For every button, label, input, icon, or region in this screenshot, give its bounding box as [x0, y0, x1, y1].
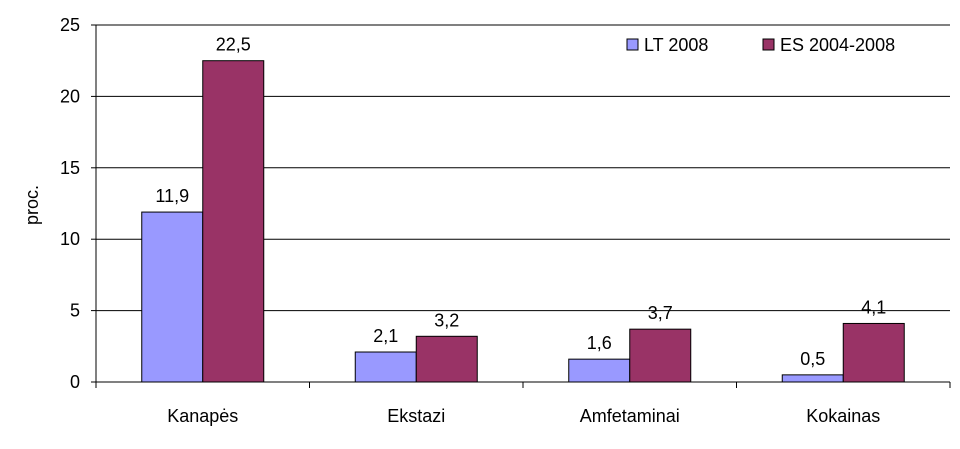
y-tick-label: 25 [60, 15, 80, 35]
bar-es-2004-2008 [629, 328, 692, 383]
data-label: 1,6 [587, 333, 612, 353]
y-axis-title: proc. [22, 185, 42, 225]
data-label: 2,1 [373, 326, 398, 346]
y-tick-label: 0 [70, 372, 80, 392]
axes [91, 24, 951, 388]
legend-label: LT 2008 [644, 35, 708, 55]
data-label: 3,2 [434, 310, 459, 330]
bar-lt-2008 [568, 358, 631, 383]
y-tick-labels: 0 5 10 15 20 25 [60, 15, 80, 392]
data-labels: 11,9 22,5 2,1 3,2 1,6 3,7 0,5 4,1 [155, 35, 886, 369]
bar-lt-2008 [781, 374, 844, 383]
category-labels: Kanapės Ekstazi Amfetaminai Kokainas [167, 406, 880, 426]
legend-swatch [762, 38, 775, 51]
y-tick-label: 15 [60, 158, 80, 178]
bar-es-2004-2008 [842, 322, 905, 383]
legend-swatch [626, 38, 639, 51]
category-label: Amfetaminai [580, 406, 680, 426]
data-label: 4,1 [861, 297, 886, 317]
y-tick-label: 5 [70, 301, 80, 321]
bars [141, 60, 905, 383]
category-label: Kokainas [806, 406, 880, 426]
legend: LT 2008 ES 2004-2008 [626, 35, 895, 55]
bar-lt-2008 [141, 211, 204, 383]
category-label: Ekstazi [387, 406, 445, 426]
data-label: 22,5 [216, 35, 251, 55]
y-tick-label: 10 [60, 229, 80, 249]
legend-label: ES 2004-2008 [780, 35, 895, 55]
y-tick-label: 20 [60, 86, 80, 106]
bar-lt-2008 [354, 351, 417, 383]
data-label: 0,5 [800, 349, 825, 369]
bar-es-2004-2008 [415, 335, 478, 383]
bar-es-2004-2008 [202, 60, 265, 383]
data-label: 11,9 [155, 186, 189, 206]
category-label: Kanapės [167, 406, 238, 426]
data-label: 3,7 [648, 303, 673, 323]
